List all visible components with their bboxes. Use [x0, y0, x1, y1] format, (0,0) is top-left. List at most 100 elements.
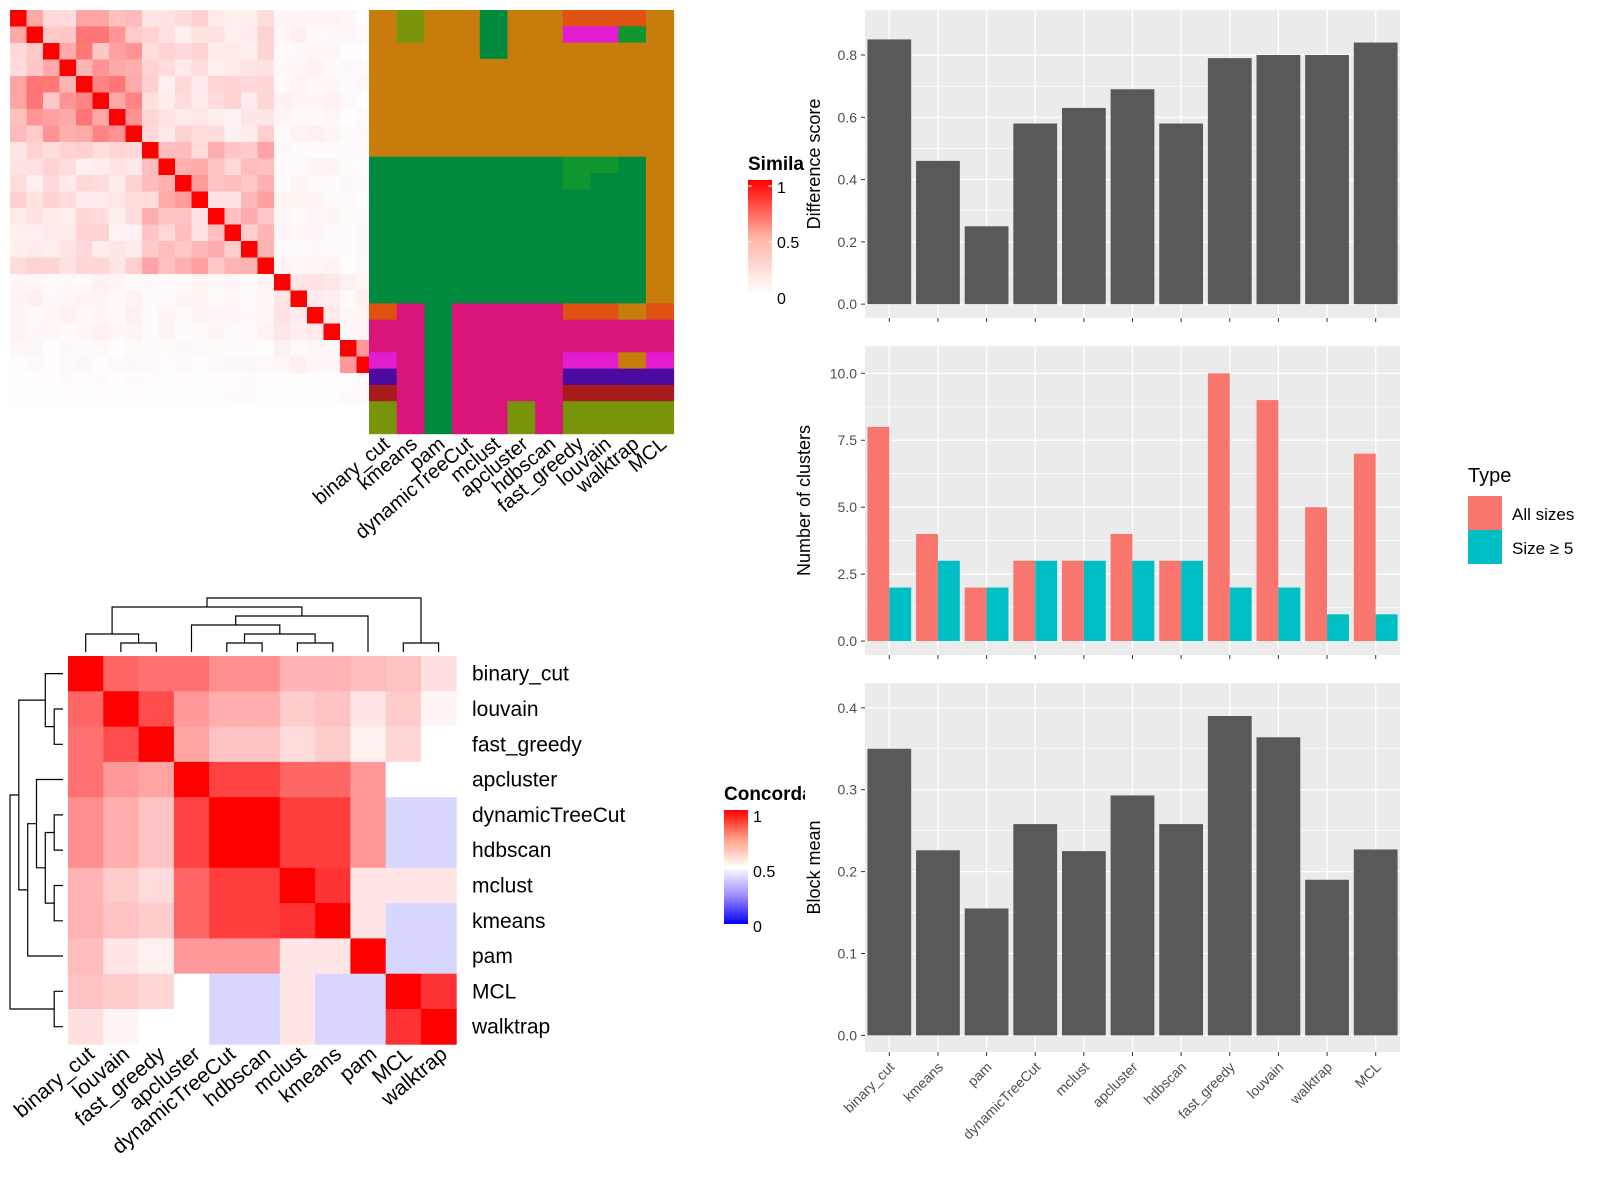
similarity-cell-5-0	[10, 92, 27, 110]
assignment-cell-21-3	[452, 352, 481, 369]
similarity-cell-3-19	[323, 59, 341, 77]
similarity-cell-20-16	[274, 340, 291, 357]
similarity-cell-19-10	[175, 323, 192, 341]
similarity-cell-14-17	[290, 241, 308, 258]
concordance-cell-pam-apcluster	[173, 938, 210, 975]
assignment-cell-15-8	[590, 254, 619, 272]
similarity-cell-15-16	[274, 257, 291, 275]
similarity-cell-10-8	[142, 175, 159, 192]
similarity-cell-11-17	[290, 191, 308, 209]
concordance-cell-walktrap-hdbscan	[244, 1009, 281, 1045]
row-dendrogram-branch-5	[53, 708, 63, 745]
assignment-cell-14-2	[424, 238, 453, 255]
similarity-cell-14-1	[26, 241, 44, 258]
similarity-cell-3-0	[10, 59, 27, 77]
assignment-cell-10-4	[479, 173, 508, 190]
xtick-label-hdbscan: hdbscan	[1140, 1059, 1189, 1108]
similarity-cell-1-13	[224, 26, 242, 44]
concordance-cell-apcluster-dynamictreecut	[209, 761, 245, 798]
assignment-cell-24-6	[535, 401, 564, 418]
ytick-label: 0.0	[838, 296, 858, 312]
similarity-cell-16-6	[109, 274, 126, 291]
similarity-cell-10-2	[43, 175, 60, 192]
similarity-cell-22-9	[158, 373, 176, 390]
xtick-label-mclust: mclust	[1052, 1059, 1092, 1099]
row-dendrogram-branch-8	[18, 699, 46, 891]
assignment-cell-20-10	[646, 336, 675, 353]
similarity-cell-0-10	[175, 10, 192, 27]
similarity-cell-0-8	[142, 10, 159, 27]
similarity-cell-6-4	[76, 109, 93, 126]
bar-binary-cut	[867, 748, 912, 1036]
similarity-cell-9-12	[208, 158, 225, 176]
similarity-cell-16-10	[175, 274, 192, 291]
col-dendrogram-branch-7	[402, 642, 440, 652]
similarity-cell-17-19	[323, 290, 341, 308]
similarity-cell-23-16	[274, 389, 291, 407]
assignment-cell-7-10	[646, 124, 675, 141]
ytick-label: 7.5	[838, 432, 858, 448]
similarity-cell-7-12	[208, 125, 225, 143]
similarity-cell-12-4	[76, 208, 93, 225]
assignment-cell-12-1	[396, 205, 425, 223]
bar-kmeans	[916, 850, 960, 1036]
assignment-cell-21-0	[369, 352, 398, 369]
concordance-cell-binary-cut-dynamictreecut	[209, 656, 245, 692]
ytick-label: 0.2	[838, 864, 858, 880]
similarity-cell-5-16	[274, 92, 291, 110]
bar-walktrap	[1305, 879, 1349, 1036]
concordance-cell-kmeans-mclust	[279, 903, 316, 939]
concordance-cell-kmeans-pam	[350, 903, 387, 939]
similarity-cell-21-20	[340, 356, 357, 374]
similarity-cell-15-17	[290, 257, 308, 275]
assignment-cell-22-9	[618, 368, 647, 386]
similarity-cell-16-9	[158, 274, 176, 291]
assignment-cell-20-7	[562, 336, 591, 353]
assignment-cell-9-6	[535, 156, 564, 174]
assignment-cell-8-5	[507, 140, 536, 158]
similarity-cell-17-16	[274, 290, 291, 308]
assignment-cell-22-8	[590, 368, 619, 386]
assignment-cell-21-9	[618, 352, 647, 369]
similarity-cell-20-7	[125, 340, 143, 357]
similarity-cell-8-12	[208, 142, 225, 159]
assignment-cell-1-3	[452, 26, 481, 43]
similarity-cell-16-2	[43, 274, 60, 291]
assignment-cell-2-6	[535, 42, 564, 60]
assignment-cell-19-5	[507, 319, 536, 337]
similarity-cell-12-19	[323, 208, 341, 225]
assignment-cell-7-2	[424, 124, 453, 141]
similarity-cell-23-0	[10, 389, 27, 407]
similarity-cell-0-12	[208, 10, 225, 27]
assignment-cell-15-7	[562, 254, 591, 272]
assignment-cell-22-2	[424, 368, 453, 386]
similarity-cell-9-7	[125, 158, 143, 176]
similarity-cell-5-6	[109, 92, 126, 110]
similarity-cell-10-12	[208, 175, 225, 192]
assignment-cell-11-3	[452, 189, 481, 206]
assignment-cell-11-4	[479, 189, 508, 206]
similarity-cell-12-16	[274, 208, 291, 225]
similarity-cell-14-9	[158, 241, 176, 258]
assignment-cell-16-5	[507, 270, 536, 288]
assignment-cell-2-8	[590, 42, 619, 60]
similarity-cell-17-10	[175, 290, 192, 308]
ytick-label: 0.6	[838, 109, 858, 125]
similarity-cell-17-5	[92, 290, 110, 308]
similarity-cell-7-1	[26, 125, 44, 143]
similarity-cell-19-13	[224, 323, 242, 341]
similarity-cell-22-18	[307, 373, 324, 390]
assignment-cell-2-4	[479, 42, 508, 60]
assignment-cell-14-10	[646, 238, 675, 255]
bar-size-5-mclust	[1083, 560, 1106, 642]
concordance-column-dendrogram	[85, 597, 440, 652]
concordance-cell-louvain-binary-cut	[68, 691, 104, 727]
similarity-cell-6-14	[241, 109, 258, 126]
ytick-label: 0.4	[838, 172, 858, 188]
assignment-cell-11-2	[424, 189, 453, 206]
similarity-cell-21-10	[175, 356, 192, 374]
similarity-cell-6-13	[224, 109, 242, 126]
similarity-cell-14-3	[59, 241, 77, 258]
similarity-cell-22-8	[142, 373, 159, 390]
assignment-cell-25-8	[590, 417, 619, 435]
